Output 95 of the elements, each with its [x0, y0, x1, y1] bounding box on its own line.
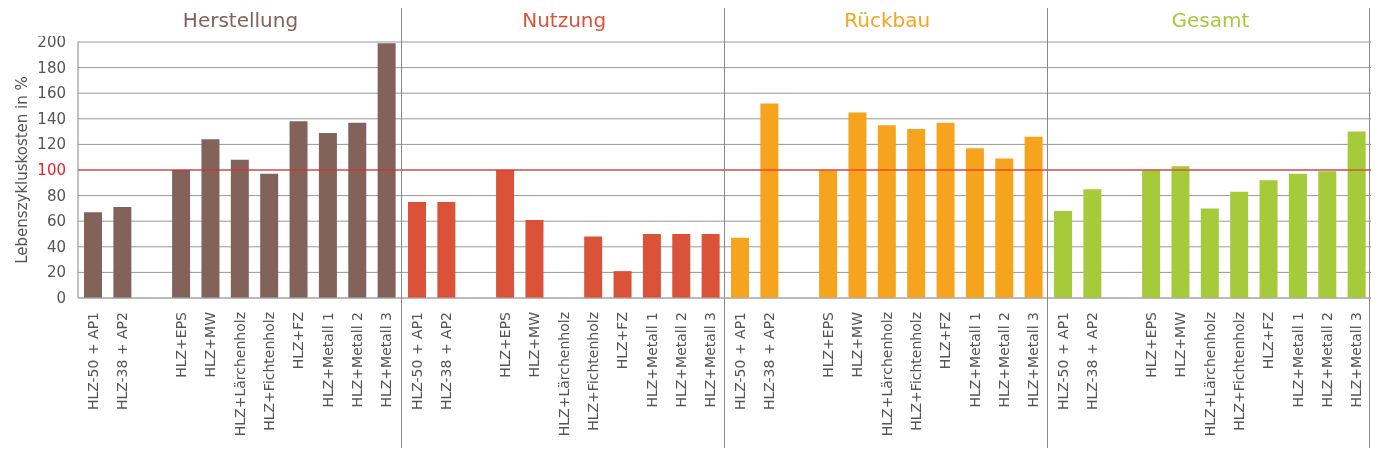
- x-tick-label: HLZ+Fichtenholz: [584, 312, 601, 431]
- x-tick-label: HLZ+Metall 3: [1025, 312, 1042, 408]
- bar: [1142, 170, 1160, 298]
- bar: [936, 122, 955, 298]
- bar: [1318, 171, 1337, 298]
- x-tick-label: HLZ+MW: [1172, 311, 1189, 378]
- bar: [201, 139, 220, 298]
- y-tick-label: 120: [37, 135, 66, 154]
- x-tick-label: HLZ+FZ: [290, 312, 307, 370]
- x-tick-label: HLZ+Metall 1: [966, 312, 983, 408]
- bar: [172, 170, 191, 298]
- bar: [437, 202, 456, 298]
- bar: [671, 234, 690, 298]
- x-tick-label: HLZ+Metall 2: [672, 312, 689, 408]
- x-tick-label: HLZ+MW: [848, 311, 865, 378]
- y-tick-label: 40: [46, 237, 66, 256]
- y-tick-label: 80: [46, 186, 66, 205]
- x-tick-label: HLZ+Metall 3: [702, 312, 719, 408]
- x-tick-label: HLZ+MW: [525, 311, 542, 378]
- bar: [230, 159, 249, 298]
- x-tick-label: HLZ+Fichtenholz: [1230, 312, 1247, 431]
- x-tick-label: HLZ-38 + AP2: [760, 312, 777, 411]
- bar: [1347, 131, 1366, 298]
- bar: [906, 129, 925, 298]
- bar: [613, 271, 632, 298]
- bar: [1288, 173, 1307, 298]
- x-tick-label: HLZ-50 + AP1: [731, 312, 748, 411]
- chart-title: Gesamt: [1170, 8, 1251, 32]
- x-tick-label: HLZ+FZ: [937, 312, 954, 370]
- y-tick-label: 140: [37, 109, 66, 128]
- bar: [995, 158, 1014, 298]
- bar: [84, 212, 102, 298]
- x-tick-label: HLZ-38 + AP2: [1083, 312, 1100, 411]
- x-tick-label: HLZ+Metall 2: [348, 312, 365, 408]
- chart-title: Herstellung: [181, 8, 300, 32]
- chart-title: Nutzung: [521, 8, 608, 32]
- x-tick-label: HLZ+MW: [202, 311, 219, 378]
- x-tick-label: HLZ-50 + AP1: [408, 312, 425, 411]
- bar: [1171, 166, 1190, 298]
- x-tick-label: HLZ+EPS: [172, 311, 189, 378]
- x-tick-label: HLZ+EPS: [496, 311, 513, 378]
- bar: [377, 43, 396, 298]
- bar: [1259, 180, 1278, 298]
- y-tick-label: 200: [37, 33, 66, 51]
- x-tick-label: HLZ+Lärchenholz: [878, 312, 895, 437]
- bar: [318, 132, 337, 298]
- bar: [730, 237, 749, 298]
- bar: [877, 125, 896, 298]
- x-tick-label: HLZ-38 + AP2: [114, 312, 131, 411]
- x-tick-label: HLZ-50 + AP1: [1054, 312, 1071, 411]
- bar: [642, 234, 661, 298]
- x-tick-label: HLZ+Metall 3: [1348, 312, 1365, 408]
- bar: [525, 219, 544, 298]
- x-tick-label: HLZ+Fichtenholz: [907, 312, 924, 431]
- bar: [848, 112, 867, 298]
- x-tick-label: HLZ+Fichtenholz: [260, 312, 277, 431]
- x-tick-label: HLZ+Metall 2: [1318, 312, 1335, 408]
- x-tick-label: HLZ+Lärchenholz: [1201, 312, 1218, 437]
- x-tick-label: HLZ+Metall 1: [319, 312, 336, 408]
- bar: [113, 207, 132, 298]
- y-tick-label: 180: [37, 58, 66, 77]
- y-tick-label: 20: [46, 263, 66, 282]
- bar: [818, 170, 837, 298]
- x-tick-label: HLZ+Metall 1: [1289, 312, 1306, 408]
- chart-title: Rückbau: [843, 8, 932, 32]
- x-tick-label: HLZ+Metall 1: [643, 312, 660, 408]
- bar: [1230, 191, 1249, 298]
- bar: [1200, 208, 1219, 298]
- bar: [965, 148, 984, 298]
- x-tick-label: HLZ+Metall 2: [995, 312, 1012, 408]
- x-tick-label: HLZ+EPS: [1142, 311, 1159, 378]
- x-tick-label: HLZ+FZ: [1260, 312, 1277, 370]
- x-tick-label: HLZ+FZ: [613, 312, 630, 370]
- x-tick-label: HLZ+EPS: [819, 311, 836, 378]
- x-tick-label: HLZ-50 + AP1: [84, 312, 101, 411]
- bar: [1083, 189, 1102, 298]
- x-tick-label: HLZ-38 + AP2: [437, 312, 454, 411]
- bar: [583, 236, 602, 298]
- x-tick-label: HLZ+Lärchenholz: [231, 312, 248, 437]
- x-tick-label: HLZ+Metall 3: [378, 312, 395, 408]
- y-tick-label: 0: [56, 289, 66, 307]
- y-axis-title: Lebenszykluskosten in %: [13, 76, 32, 264]
- bar: [348, 122, 367, 298]
- bar: [495, 170, 514, 298]
- y-tick-label: 100: [37, 161, 66, 179]
- bar: [1053, 210, 1072, 298]
- bar: [760, 103, 779, 298]
- bar: [1024, 136, 1043, 298]
- bar: [407, 202, 426, 298]
- bar: [289, 121, 308, 298]
- bar: [701, 234, 720, 298]
- y-tick-label: 160: [37, 84, 66, 103]
- bar: [260, 173, 279, 298]
- y-tick-label: 60: [46, 212, 66, 231]
- x-tick-label: HLZ+Lärchenholz: [555, 312, 572, 437]
